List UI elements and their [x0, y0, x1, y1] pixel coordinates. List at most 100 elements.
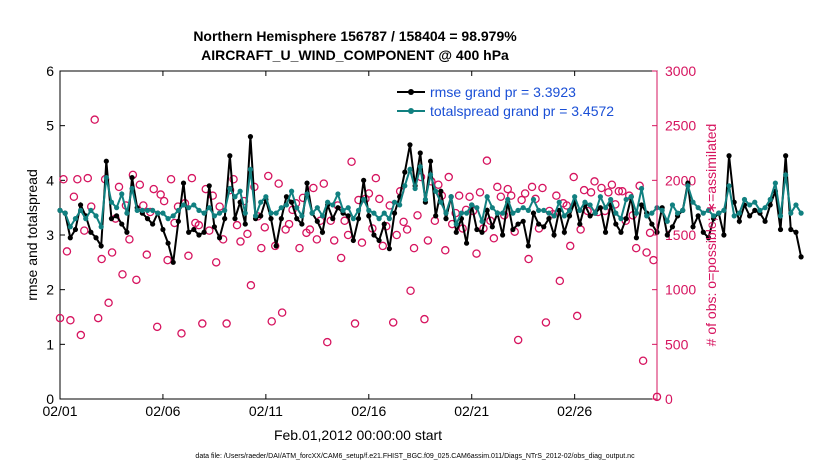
obs-point	[222, 319, 231, 328]
totalspread-point	[669, 202, 676, 208]
y-axis-left-label: rmse and totalspread	[24, 169, 40, 301]
obs-point	[184, 251, 193, 261]
obs-point	[135, 180, 145, 189]
totalspread-point	[232, 194, 238, 200]
totalspread-point	[551, 213, 557, 219]
obs-point	[565, 241, 575, 251]
rmse-point	[479, 229, 485, 235]
obs-point	[260, 223, 270, 232]
chart-title-line1: Northern Hemisphere 156787 / 158404 = 98…	[193, 28, 517, 44]
rmse-point	[201, 229, 207, 235]
totalspread-point	[376, 216, 382, 222]
plot-area	[59, 70, 658, 400]
rmse-point	[355, 216, 362, 222]
rmse-point	[597, 205, 603, 211]
totalspread-point	[659, 207, 665, 213]
legend-rmse-marker	[408, 89, 414, 95]
totalspread-point	[309, 210, 315, 216]
totalspread-point	[170, 213, 176, 219]
totalspread-point	[494, 210, 501, 216]
totalspread-point	[155, 210, 161, 216]
obs-point	[493, 182, 502, 192]
totalspread-markers	[57, 164, 804, 230]
totalspread-point	[150, 207, 156, 213]
y-left-tick-label: 3	[46, 227, 54, 243]
totalspread-point	[402, 183, 408, 189]
rmse-point	[500, 232, 506, 238]
obs-point	[309, 183, 318, 193]
totalspread-point	[443, 210, 449, 216]
obs-point	[513, 335, 523, 345]
obs-point	[413, 211, 422, 220]
totalspread-point	[700, 210, 706, 216]
obs-point	[489, 234, 499, 243]
totalspread-point	[711, 213, 717, 219]
totalspread-point	[788, 210, 794, 216]
totalspread-point	[474, 205, 480, 211]
obs-point	[187, 173, 197, 183]
totalspread-point	[165, 216, 171, 222]
rmse-point	[783, 153, 789, 159]
rmse-point	[561, 229, 567, 235]
obs-point	[97, 254, 106, 264]
rmse-point	[633, 235, 640, 241]
totalspread-point	[108, 199, 115, 205]
totalspread-point	[541, 207, 547, 213]
obs-point	[319, 179, 329, 188]
obs-point	[614, 187, 624, 196]
obs-point	[347, 157, 356, 166]
obs-point	[527, 182, 537, 192]
totalspread-point	[191, 202, 197, 208]
rmse-point	[170, 259, 176, 265]
obs-point	[149, 184, 158, 194]
totalspread-point	[752, 199, 758, 205]
totalspread-point	[422, 196, 429, 203]
totalspread-point	[520, 205, 526, 211]
rmse-point	[695, 213, 701, 219]
totalspread-point	[433, 188, 439, 194]
chart-title-line2: AIRCRAFT_U_WIND_COMPONENT @ 400 hPa	[201, 47, 509, 63]
obs-point	[118, 270, 127, 279]
totalspread-point	[129, 185, 135, 192]
totalspread-point	[793, 202, 799, 208]
obs-point	[93, 313, 103, 323]
rmse-point	[536, 221, 542, 227]
totalspread-point	[242, 210, 248, 216]
totalspread-point	[618, 216, 624, 222]
rmse-point	[551, 232, 557, 238]
obs-point	[305, 225, 315, 234]
obs-point	[257, 243, 266, 253]
rmse-point	[762, 218, 768, 224]
rmse-point	[186, 229, 192, 235]
obs-point	[274, 179, 283, 188]
rmse-point	[232, 216, 238, 222]
rmse-point	[129, 175, 135, 181]
totalspread-point	[345, 205, 351, 211]
rmse-point	[613, 221, 619, 227]
y-right-tick-label: 1500	[665, 227, 696, 243]
obs-point	[66, 316, 75, 325]
totalspread-point	[572, 194, 578, 200]
totalspread-point	[546, 210, 552, 216]
totalspread-point	[577, 207, 583, 213]
totalspread-point	[525, 207, 531, 213]
obs-point	[482, 156, 492, 165]
rmse-point	[463, 240, 470, 246]
rmse-point	[664, 232, 670, 238]
rmse-point	[690, 224, 696, 230]
rmse-point	[417, 150, 423, 156]
rmse-point	[144, 216, 151, 222]
rmse-point	[196, 232, 202, 238]
y-left-tick-label: 1	[46, 336, 54, 352]
obs-point	[586, 188, 596, 197]
totalspread-point	[252, 213, 259, 219]
obs-point	[69, 192, 79, 201]
rmse-point	[258, 213, 264, 219]
y-right-tick-label: 1000	[665, 282, 696, 298]
totalspread-point	[772, 180, 778, 186]
obs-point	[295, 243, 304, 253]
totalspread-point	[67, 224, 73, 230]
rmse-point	[242, 221, 248, 227]
totalspread-point	[355, 207, 362, 213]
y-axis-left: 0 1 2 3 4 5 6	[46, 63, 65, 407]
